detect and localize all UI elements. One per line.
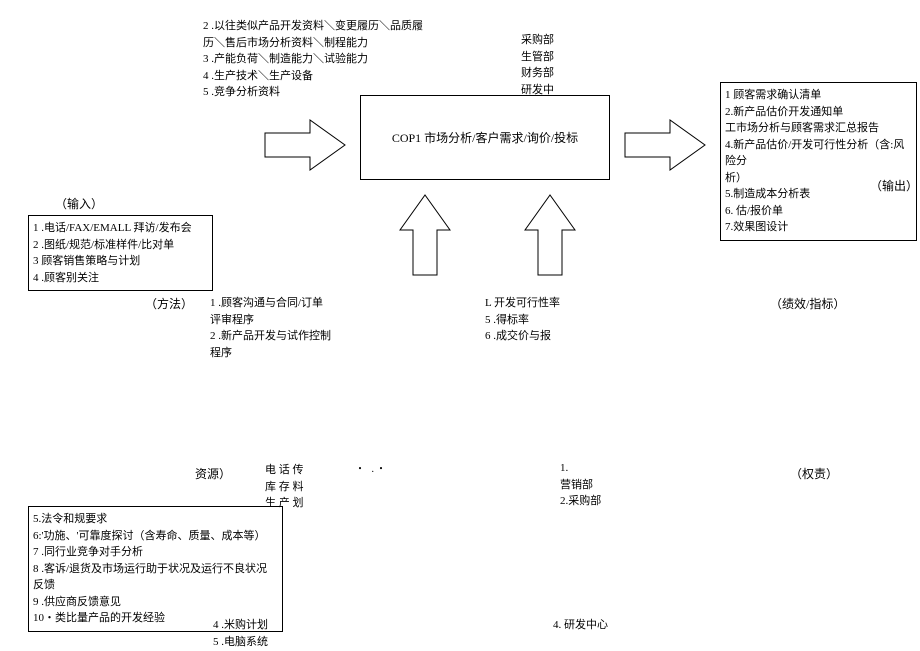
bottom-item: 9 .供应商反馈意见 <box>33 594 278 611</box>
arrow-right-icon <box>260 115 350 175</box>
method-list: 1 .顾客沟通与合同/订单 评审程序 2 .新产品开发与试作控制 程序 <box>210 295 380 361</box>
resource-dots: ・ .・ <box>355 460 388 475</box>
output-box: 1 顾客需求确认清单 2.新产品估价开发通知单 工市场分析与顾客需求汇总报告 4… <box>720 82 917 241</box>
bottom-item: 反馈 <box>33 577 278 594</box>
top-item: 2 .以往类似产品开发资料＼变更履历＼品质履 <box>203 18 443 35</box>
arrow-up-left-icon <box>395 190 455 280</box>
top-item: 4 .生产技术＼生产设备 <box>203 68 443 85</box>
resource-label: 资源） <box>195 465 231 482</box>
bottom-extra-item: 4 .米购计划 <box>213 617 343 634</box>
auth-list: 1. 营销部 2.采购部 <box>560 460 660 510</box>
output-item: 6. 估/报价单 <box>725 203 912 220</box>
input-item: 3 顾客销售策略与计划 <box>33 253 208 270</box>
input-item: 1 .电话/FAX/EMALL 拜访/发布会 <box>33 220 208 237</box>
dept-item: 生管部 <box>521 49 581 66</box>
method-item: 评审程序 <box>210 312 380 329</box>
output-item: 4.新产品估价/开发可行性分析（含:风险分 <box>725 137 912 170</box>
method-item: 2 .新产品开发与试作控制 <box>210 328 380 345</box>
input-item: 2 .图纸/规范/标准样件/比对单 <box>33 237 208 254</box>
perf-item: L 开发可行性率 <box>485 295 635 312</box>
auth-label: （权责） <box>790 465 838 482</box>
method-label: （方法） <box>145 295 193 312</box>
bottom-item: 7 .同行业竞争对手分析 <box>33 544 278 561</box>
input-item: 4 .顾客别关注 <box>33 270 208 287</box>
output-item: 5.制造成本分析表 <box>725 186 912 203</box>
resource-line: 库 存 料 <box>265 479 365 496</box>
arrow-up-right-icon <box>520 190 580 280</box>
input-label: （输入） <box>55 195 103 212</box>
method-item: 1 .顾客沟通与合同/订单 <box>210 295 380 312</box>
resource-line: 电 话 传 <box>265 462 365 479</box>
output-item: 7.效果图设计 <box>725 219 912 236</box>
top-list: 2 .以往类似产品开发资料＼变更履历＼品质履 历＼售后市场分析资料＼制程能力 3… <box>203 18 443 101</box>
auth-item: 1. <box>560 460 660 477</box>
dept-item: 财务部 <box>521 65 581 82</box>
input-box: 1 .电话/FAX/EMALL 拜访/发布会 2 .图纸/规范/标准样件/比对单… <box>28 215 213 291</box>
output-item: 2.新产品估价开发通知单 <box>725 104 912 121</box>
perf-item: 5 .得标率 <box>485 312 635 329</box>
bottom-item: 8 .客诉/退货及市场运行助于状况及运行不良状况 <box>33 561 278 578</box>
center-text: COP1 市场分析/客户需求/询价/投标 <box>392 129 578 146</box>
top-item: 3 .产能负荷＼制造能力＼试验能力 <box>203 51 443 68</box>
output-item: 工市场分析与顾客需求汇总报告 <box>725 120 912 137</box>
dept-item: 采购部 <box>521 32 581 49</box>
bottom-item: 5.法令和规要求 <box>33 511 278 528</box>
perf-item: 6 .成交价与报 <box>485 328 635 345</box>
center-process-box: COP1 市场分析/客户需求/询价/投标 <box>360 95 610 180</box>
arrow-right-out-icon <box>620 115 710 175</box>
output-item: 析） <box>725 170 912 187</box>
resource-cols: 电 话 传 库 存 料 生 产 划 <box>265 462 365 512</box>
output-item: 1 顾客需求确认清单 <box>725 87 912 104</box>
bottom-extra-item: 5 .电脑系统 <box>213 634 343 651</box>
auth-item: 2.采购部 <box>560 493 660 510</box>
top-item: 历＼售后市场分析资料＼制程能力 <box>203 35 443 52</box>
bottom-box: 5.法令和规要求 6:'功施、'可靠度探讨（含寿命、质量、成本等） 7 .同行业… <box>28 506 283 632</box>
perf-label: （绩效/指标） <box>770 295 845 312</box>
auth-item: 营销部 <box>560 477 660 494</box>
bottom-extra: 4 .米购计划 5 .电脑系统 <box>213 617 343 650</box>
dept-list: 采购部 生管部 财务部 研发中 <box>521 32 581 98</box>
bottom-right: 4. 研发中心 <box>553 617 608 634</box>
perf-list: L 开发可行性率 5 .得标率 6 .成交价与报 <box>485 295 635 345</box>
method-item: 程序 <box>210 345 380 362</box>
bottom-item: 6:'功施、'可靠度探讨（含寿命、质量、成本等） <box>33 528 278 545</box>
